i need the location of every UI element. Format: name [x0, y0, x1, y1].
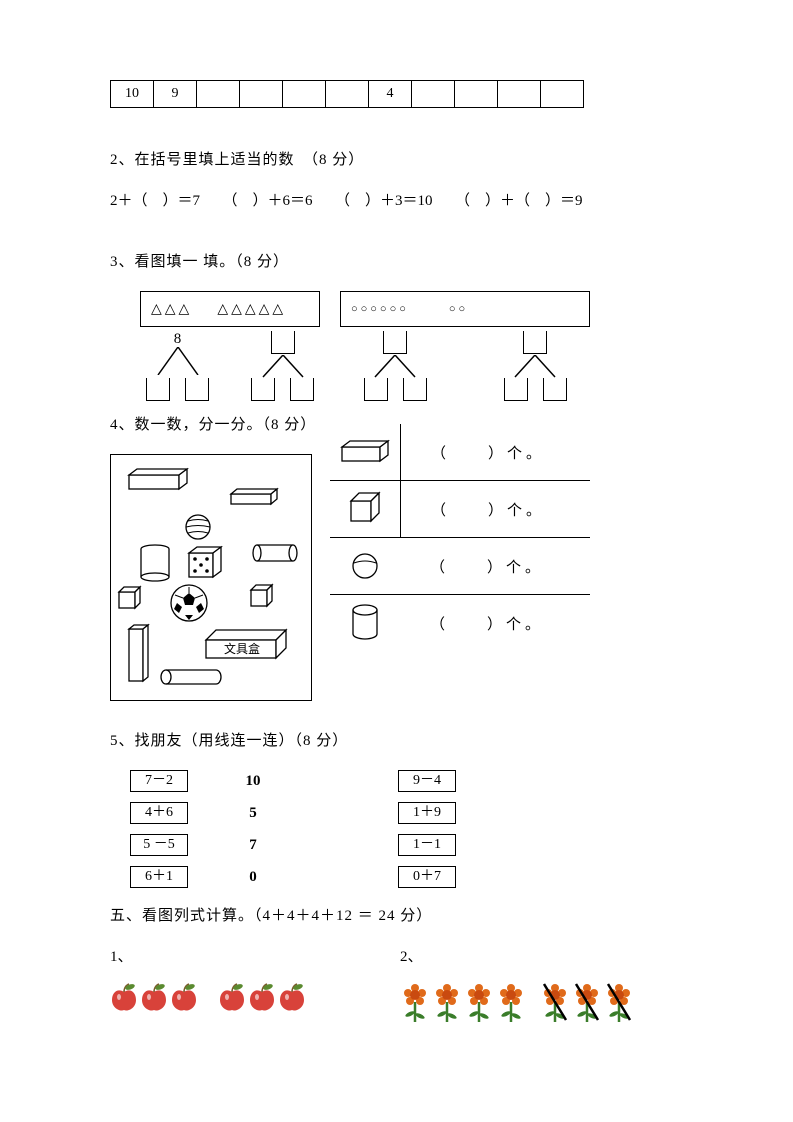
s5-sub1: 1、 — [110, 945, 360, 966]
apple-figure — [110, 982, 360, 1012]
match-row: 7－2 10 9－4 — [130, 770, 683, 792]
bond-box[interactable] — [185, 378, 209, 401]
q3-title: 3、看图填一 填。（8 分） — [110, 250, 683, 271]
cylinder-icon — [330, 595, 400, 651]
bond-top-box[interactable] — [523, 331, 547, 354]
bond-box[interactable] — [146, 378, 170, 401]
bond-box[interactable] — [403, 378, 427, 401]
apple-icon — [278, 982, 306, 1012]
q5-left-box[interactable]: 6＋1 — [130, 866, 188, 888]
q2-equations: 2＋（ ）＝7 （ ）＋6＝6 （ ）＋3＝10 （ ）＋（ ）＝9 — [110, 189, 683, 210]
number-bond — [358, 331, 433, 401]
count-blank[interactable]: （ ）个。 — [400, 613, 590, 634]
number-bond — [245, 331, 320, 401]
cell[interactable] — [240, 81, 283, 108]
q2-title: 2、在括号里填上适当的数 （8 分） — [110, 148, 683, 169]
cell[interactable]: 4 — [369, 81, 412, 108]
q5-left-box[interactable]: 7－2 — [130, 770, 188, 792]
bond-top-value: 8 — [174, 331, 182, 348]
match-row: 4＋6 5 1＋9 — [130, 802, 683, 824]
svg-text:文具盒: 文具盒 — [224, 641, 260, 656]
section5-title: 五、看图列式计算。（4＋4＋4＋12 ＝ 24 分） — [110, 904, 683, 925]
triangle-box: △△△ △△△△△ — [140, 291, 320, 327]
apple-icon — [140, 982, 168, 1012]
q5-right-box[interactable]: 1＋9 — [398, 802, 456, 824]
sphere-icon — [330, 538, 400, 594]
circle-group-left: ○○○○○○ — [351, 303, 409, 315]
count-blank[interactable]: （ ）个。 — [400, 556, 590, 577]
bond-box[interactable] — [251, 378, 275, 401]
cell[interactable] — [541, 81, 584, 108]
circle-group-right: ○○ — [449, 303, 468, 315]
s5-sub2: 2、 — [400, 945, 650, 966]
q5-mid-value: 7 — [188, 837, 318, 854]
number-sequence-table: 10 9 4 — [110, 80, 584, 108]
flower-icon — [572, 982, 602, 1022]
shape-count-table: （ ）个。 （ ）个。 （ ）个。 （ ）个。 — [330, 454, 590, 651]
bond-box[interactable] — [543, 378, 567, 401]
flower-icon — [432, 982, 462, 1022]
triangle-group-left: △△△ — [151, 301, 192, 318]
q5-mid-value: 10 — [188, 773, 318, 790]
cuboid-icon — [330, 424, 401, 480]
flower-icon — [464, 982, 494, 1022]
count-blank[interactable]: （ ）个。 — [401, 442, 590, 463]
apple-icon — [170, 982, 198, 1012]
cell[interactable] — [326, 81, 369, 108]
cell[interactable]: 9 — [154, 81, 197, 108]
cell[interactable]: 10 — [111, 81, 154, 108]
q5-title: 5、找朋友（用线连一连）（8 分） — [110, 729, 683, 750]
match-row: 6＋1 0 0＋7 — [130, 866, 683, 888]
bond-box[interactable] — [504, 378, 528, 401]
flower-icon — [540, 982, 570, 1022]
bond-box[interactable] — [364, 378, 388, 401]
q5-mid-value: 5 — [188, 805, 318, 822]
cell[interactable] — [498, 81, 541, 108]
apple-icon — [248, 982, 276, 1012]
q5-mid-value: 0 — [188, 869, 318, 886]
circle-box: ○○○○○○ ○○ — [340, 291, 590, 327]
apple-icon — [218, 982, 246, 1012]
cell[interactable] — [197, 81, 240, 108]
cell[interactable] — [455, 81, 498, 108]
cell[interactable] — [412, 81, 455, 108]
q5-right-box[interactable]: 0＋7 — [398, 866, 456, 888]
shapes-scene: 文具盒 — [110, 454, 312, 701]
q5-right-box[interactable]: 1－1 — [398, 834, 456, 856]
flower-icon — [496, 982, 526, 1022]
cell[interactable] — [283, 81, 326, 108]
bond-top-box[interactable] — [271, 331, 295, 354]
number-bond — [498, 331, 573, 401]
bond-box[interactable] — [290, 378, 314, 401]
count-blank[interactable]: （ ）个。 — [401, 499, 590, 520]
bond-top-box[interactable] — [383, 331, 407, 354]
number-bond: 8 — [140, 331, 215, 401]
flower-icon — [604, 982, 634, 1022]
match-row: 5 －5 7 1－1 — [130, 834, 683, 856]
flower-figure — [400, 982, 650, 1022]
apple-icon — [110, 982, 138, 1012]
cube-icon — [330, 481, 401, 537]
q5-right-box[interactable]: 9－4 — [398, 770, 456, 792]
triangle-group-right: △△△△△ — [217, 301, 286, 318]
q5-left-box[interactable]: 5 －5 — [130, 834, 188, 856]
q5-left-box[interactable]: 4＋6 — [130, 802, 188, 824]
flower-icon — [400, 982, 430, 1022]
